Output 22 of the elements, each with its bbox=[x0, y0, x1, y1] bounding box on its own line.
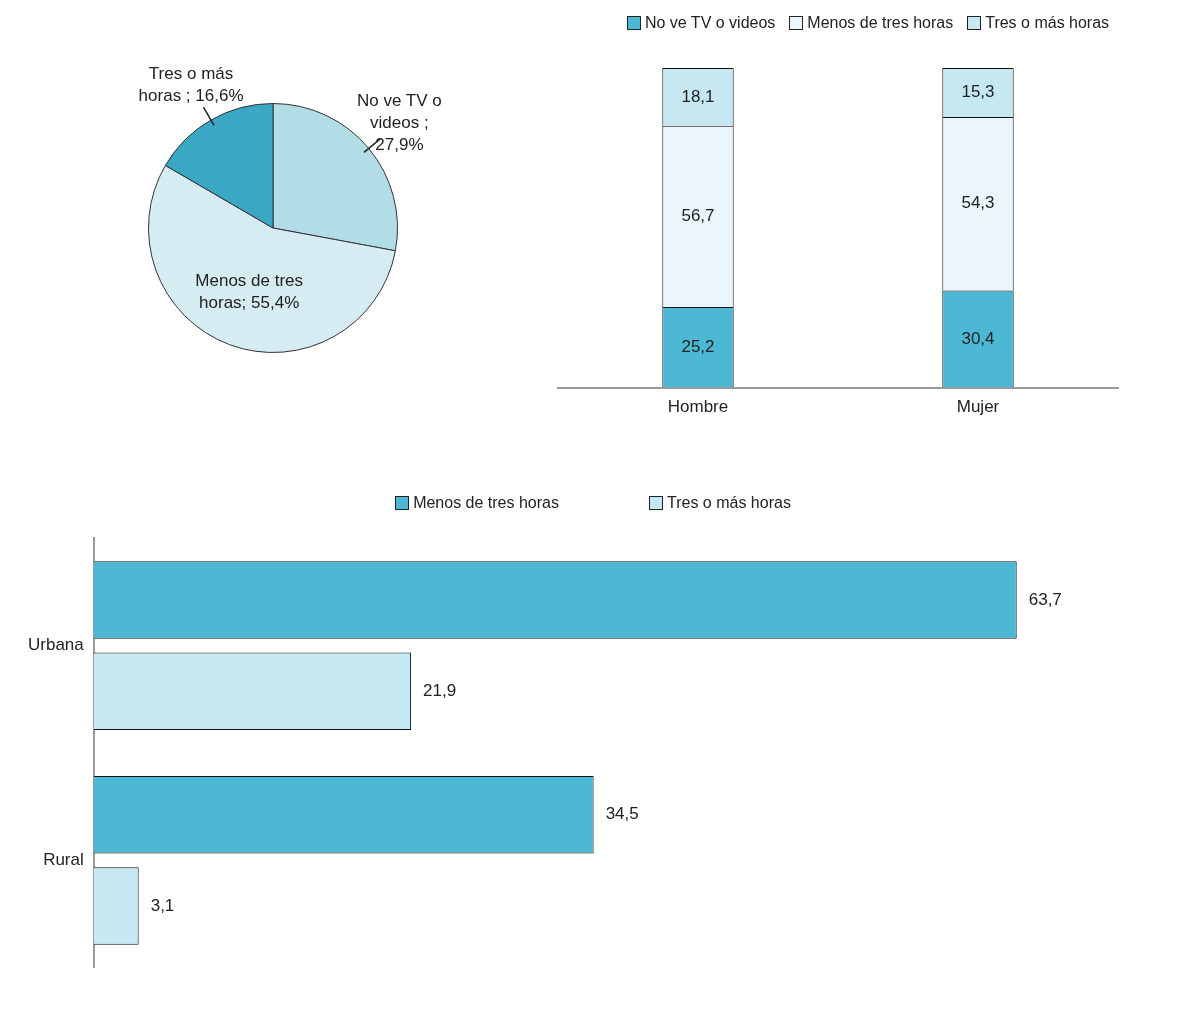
data-label: 25,2 bbox=[681, 337, 715, 357]
slice-label: Tres o más horas ; 16,6% bbox=[138, 64, 244, 106]
data-label: 56,7 bbox=[681, 206, 715, 226]
x-tick-label: Mujer bbox=[956, 397, 1000, 417]
legend-label: Tres o más horas bbox=[985, 14, 1110, 32]
data-label: 15,3 bbox=[961, 82, 995, 102]
data-label: 3,1 bbox=[150, 895, 175, 915]
legend-label: No ve TV o videos bbox=[644, 14, 776, 32]
data-label: 63,7 bbox=[1028, 589, 1062, 609]
legend-label: Menos de tres horas bbox=[807, 14, 954, 32]
data-label: 34,5 bbox=[605, 804, 639, 824]
data-label: 18,1 bbox=[681, 86, 715, 106]
y-tick-label: Urbana bbox=[27, 635, 85, 655]
x-tick-label: Hombre bbox=[667, 397, 729, 417]
data-label: 30,4 bbox=[961, 328, 995, 348]
data-label: 54,3 bbox=[961, 193, 995, 213]
data-label: 21,9 bbox=[423, 680, 457, 700]
legend-label: Tres o más horas bbox=[666, 494, 791, 512]
slice-label: Menos de tres horas; 55,4% bbox=[195, 270, 304, 312]
legend-label: Menos de tres horas bbox=[413, 494, 559, 512]
y-tick-label: Rural bbox=[43, 850, 84, 870]
slice-label: No ve TV o videos ; 27,9% bbox=[357, 90, 442, 154]
